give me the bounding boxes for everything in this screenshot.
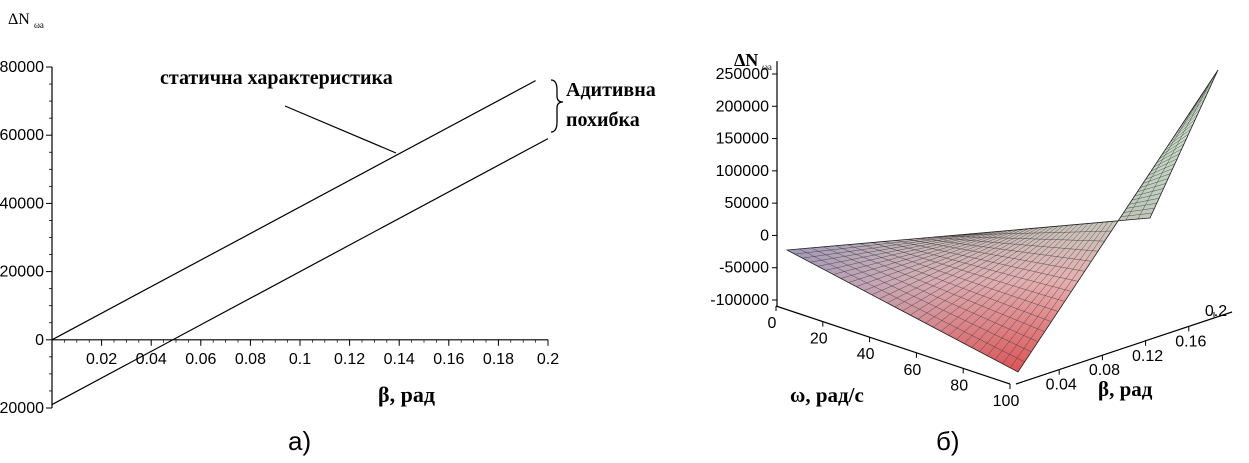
z-tick-label: -100000 (710, 292, 769, 309)
caption-a: а) (288, 426, 311, 456)
y-tick-label: -20000 (0, 400, 44, 417)
y-tick-label: 0 (35, 332, 44, 349)
omega-tick-label: 0 (768, 315, 777, 332)
additive-error-brace (550, 79, 564, 133)
z-axis-label-main: ΔN (734, 50, 758, 70)
z-axis-label: ΔN ωa (734, 50, 772, 72)
omega-axis-ticks: 0 20 40 60 80 100 (768, 306, 1020, 410)
z-tick-label: 50000 (725, 195, 770, 212)
x-tick-label: 0.12 (334, 351, 365, 368)
x-tick-label: 0.08 (235, 351, 266, 368)
additive-error-label-line1: Адитивна (566, 79, 656, 101)
beta-tick-label: 0.04 (1046, 377, 1077, 394)
beta-tick-label: 0.2 (1205, 303, 1227, 320)
beta-tick-label: 0.08 (1089, 362, 1120, 379)
omega-tick-label: 20 (810, 331, 828, 348)
series-line-1 (51, 80, 536, 341)
omega-axis (775, 305, 1011, 385)
z-tick-label: 0 (760, 227, 769, 244)
y-axis-ticks: -20000 0 20000 40000 60000 80000 (0, 59, 52, 417)
x-axis-label: β, рад (378, 382, 435, 407)
z-tick-label: 100000 (716, 163, 769, 180)
beta-tick-label: 0.12 (1132, 348, 1163, 365)
surface-outline (785, 69, 1219, 373)
y-tick-label: 60000 (0, 127, 44, 144)
x-tick-label: 0.04 (136, 351, 167, 368)
omega-axis-label: ω, рад/с (790, 383, 864, 407)
x-tick-label: 0.14 (384, 351, 415, 368)
beta-axis (1015, 311, 1233, 385)
omega-tick-label: 40 (857, 346, 875, 363)
static-characteristic-label: статична характеристика (160, 67, 393, 89)
mesh-line (1016, 180, 1145, 230)
caption-b: б) (936, 426, 960, 456)
x-tick-label: 0.18 (483, 351, 514, 368)
x-tick-label: 0.16 (433, 351, 464, 368)
y-axis-label: ΔN ωa (8, 11, 44, 30)
y-tick-label: 80000 (0, 59, 44, 76)
omega-tick-label: 60 (904, 362, 922, 379)
mesh-line (1137, 79, 1212, 220)
surface-shading (787, 70, 1218, 372)
omega-tick-label: 80 (950, 377, 968, 394)
z-axis-ticks: -100000 -50000 0 50000 100000 150000 200000 250… (710, 66, 777, 309)
series-line-2 (51, 138, 549, 406)
y-tick-label: 40000 (0, 195, 44, 212)
x-tick-label: 0.1 (289, 351, 311, 368)
z-tick-label: 250000 (716, 66, 769, 83)
x-tick-label: 0.06 (185, 351, 216, 368)
z-tick-label: -50000 (719, 260, 769, 277)
additive-error-label-line2: похибка (566, 109, 640, 131)
z-axis-label-sub: ωa (762, 62, 772, 72)
y-axis-label-main: ΔN (8, 11, 30, 28)
series-lines (51, 80, 549, 406)
x-tick-label: 0.2 (537, 351, 559, 368)
y-axis-label-sub: ωa (34, 20, 44, 30)
surface-chart: ΔN ωa -100000-50000050000100000150000200… (710, 50, 1233, 456)
beta-tick-label: 0.16 (1175, 333, 1206, 350)
z-tick-label: 150000 (716, 131, 769, 148)
beta-axis-ticks: 0.04 0.08 0.12 0.16 0.2 (1046, 303, 1228, 394)
annotation-leader-line (284, 105, 397, 154)
x-tick-label: 0.02 (86, 351, 117, 368)
beta-axis-label: β, рад (1098, 377, 1153, 401)
z-tick-label: 200000 (716, 98, 769, 115)
omega-tick-label: 100 (993, 393, 1020, 410)
mesh-line (1125, 90, 1205, 221)
y-tick-label: 20000 (0, 264, 44, 281)
x-axis-ticks: 0.02 0.04 0.06 0.08 0.1 0.12 0.14 0.16 0.18 0.2 (64, 339, 559, 368)
